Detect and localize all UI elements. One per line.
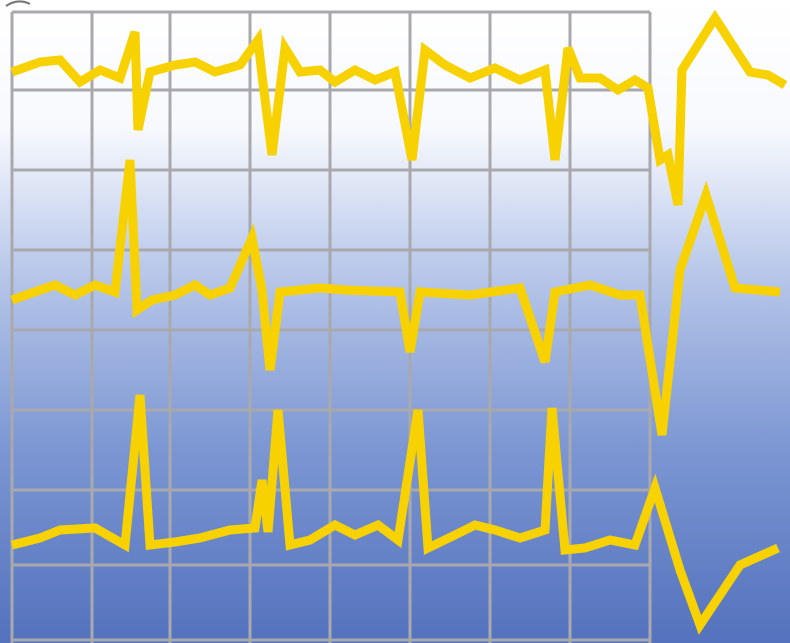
ecg-trace-top	[10, 9, 788, 206]
corner-mark	[5, 0, 31, 7]
ecg-trace-bottom	[10, 394, 780, 635]
ecg-trace-middle	[10, 159, 781, 436]
grid	[10, 10, 652, 643]
